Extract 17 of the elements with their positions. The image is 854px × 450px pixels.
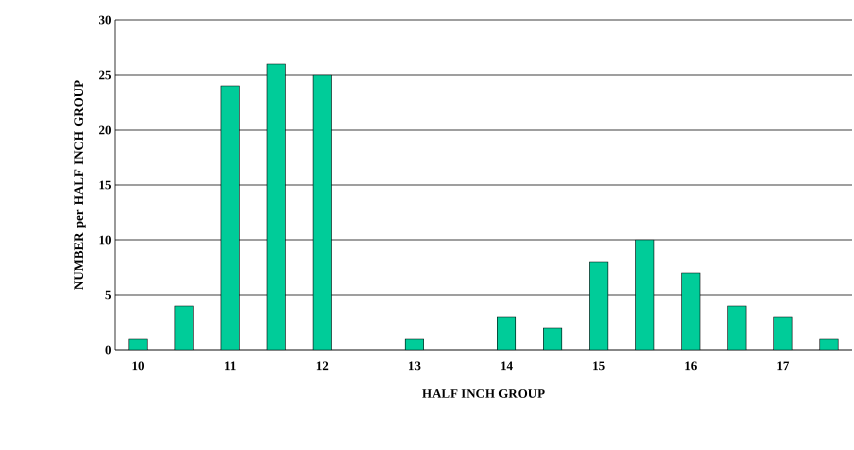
y-tick-label: 30: [99, 16, 111, 24]
y-tick-label: 10: [100, 236, 111, 244]
x-tick-label: 17: [777, 362, 790, 370]
x-tick-label: 16: [685, 362, 697, 370]
y-tick-label: 15: [100, 180, 112, 190]
x-tick-label: 15: [593, 362, 605, 370]
y-tick-label: 5: [106, 290, 112, 300]
x-axis-title: HALF INCH GROUP: [422, 389, 545, 398]
y-tick-label: 20: [99, 126, 111, 134]
x-tick-label: 14: [501, 362, 513, 370]
x-tick-label: 12: [316, 362, 328, 370]
y-axis-title: NUMBER per HALF INCH GROUP: [74, 80, 86, 290]
x-tick-label: 13: [408, 362, 420, 370]
x-tick-label: 10: [132, 362, 144, 370]
y-tick-label: 25: [99, 70, 112, 80]
y-tick-label: 0: [106, 346, 111, 354]
x-tick-label: 11: [225, 362, 236, 370]
